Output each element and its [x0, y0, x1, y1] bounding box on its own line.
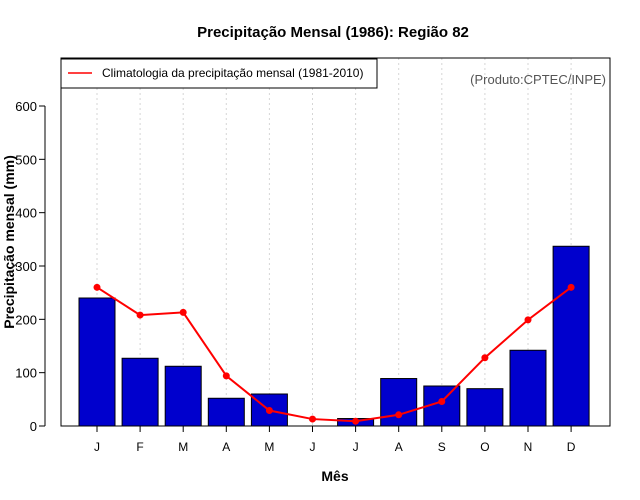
climatology-point [481, 354, 489, 362]
bar [380, 378, 418, 427]
y-tick-label: 600 [15, 99, 37, 114]
climatology-point [524, 316, 532, 324]
bar-series [78, 245, 590, 427]
climatology-line-series [93, 283, 575, 425]
y-tick-label: 200 [15, 312, 37, 327]
y-tick-label: 300 [15, 259, 37, 274]
y-axis-label: Precipitação mensal (mm) [1, 155, 17, 329]
x-tick-label: D [567, 440, 576, 454]
x-tick-label: S [438, 440, 446, 454]
y-tick-label: 0 [30, 419, 37, 434]
credit-text: (Produto:CPTEC/INPE) [470, 72, 606, 87]
x-tick-label: J [310, 440, 316, 454]
x-tick-label: A [222, 440, 230, 454]
bar [78, 297, 116, 427]
plot-frame [60, 57, 611, 427]
x-tick-label: A [395, 440, 403, 454]
legend: Climatologia da precipitação mensal (198… [60, 58, 378, 89]
climatology-point [438, 397, 446, 405]
y-tick-label: 500 [15, 152, 37, 167]
climatology-point [222, 372, 230, 380]
x-tick-label: O [480, 440, 489, 454]
bar [164, 365, 202, 427]
legend-box [60, 58, 378, 89]
bar [466, 388, 504, 427]
climatology-point [395, 411, 403, 419]
y-tick-label: 400 [15, 206, 37, 221]
climatology-point [93, 283, 101, 291]
climatology-point [265, 407, 273, 415]
climatology-point [567, 283, 575, 291]
x-tick-label: J [94, 440, 100, 454]
bar [552, 245, 590, 427]
climatology-point [136, 311, 144, 319]
climatology-point [309, 415, 316, 423]
x-axis-label: Mês [321, 468, 348, 484]
climatology-line [96, 286, 572, 423]
x-tick-label: N [524, 440, 533, 454]
y-axis: 0 100 200 300 400 500 600 [15, 99, 46, 434]
bar [509, 349, 547, 427]
x-tick-label: F [136, 440, 143, 454]
climatology-point [179, 308, 187, 316]
bar [121, 357, 159, 427]
x-tick-label: M [264, 440, 274, 454]
bar [207, 397, 245, 427]
x-tick-label: M [178, 440, 188, 454]
y-tick-label: 100 [15, 366, 37, 381]
climatology-point [352, 417, 360, 425]
legend-label: Climatologia da precipitação mensal (198… [102, 66, 363, 80]
chart-title: Precipitação Mensal (1986): Região 82 [197, 24, 469, 41]
x-tick-label: J [353, 440, 359, 454]
